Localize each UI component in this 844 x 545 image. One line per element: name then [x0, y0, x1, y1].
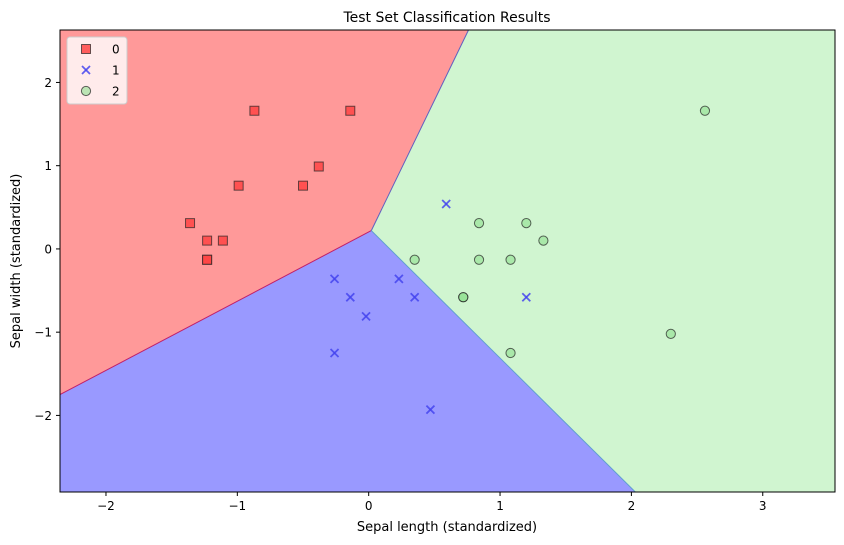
point-class-1: [441, 199, 451, 209]
point-class-0: [217, 235, 228, 246]
point-class-1: [521, 292, 531, 302]
y-tick-label: −1: [34, 326, 52, 340]
legend-marker-0: [81, 44, 91, 54]
x-tick-label: −2: [97, 499, 115, 513]
decision-regions: [59, 29, 835, 493]
y-axis-label: Sepal width (standardized): [9, 174, 24, 349]
x-axis-ticks: −2 −1 0 1 2 3: [97, 492, 767, 513]
point-class-0: [345, 105, 356, 116]
point-class-2: [665, 328, 676, 339]
y-tick-label: 1: [44, 159, 52, 173]
point-class-1: [361, 311, 371, 321]
x-tick-label: 0: [365, 499, 373, 513]
point-class-2: [473, 218, 485, 229]
point-class-2: [458, 292, 469, 303]
y-tick-label: 2: [44, 76, 52, 90]
point-class-0: [185, 218, 196, 229]
point-class-2: [505, 347, 516, 359]
point-class-2: [473, 254, 485, 265]
point-class-0: [298, 180, 309, 191]
axes-frame: [59, 29, 836, 493]
boundary-0-2: [370, 29, 469, 231]
point-class-0: [313, 161, 324, 172]
plot-area: [59, 29, 836, 493]
legend-label: 0: [112, 43, 120, 57]
legend-label: 1: [112, 64, 120, 78]
legend-items: 0 1 2: [80, 43, 120, 99]
point-class-2: [538, 235, 549, 246]
legend-marker-2: [80, 85, 92, 97]
point-class-1: [329, 348, 340, 358]
point-class-0: [202, 235, 213, 246]
point-class-1: [425, 404, 436, 415]
point-class-1: [345, 292, 355, 302]
region-class-2: [371, 30, 835, 492]
point-class-2: [409, 254, 420, 265]
point-class-1: [329, 274, 340, 284]
point-class-2: [521, 218, 532, 229]
y-tick-label: −2: [34, 409, 52, 423]
data-points: [185, 105, 711, 415]
x-tick-label: 1: [496, 499, 504, 513]
point-class-0: [202, 254, 213, 265]
x-axis-label: Sepal length (standardized): [357, 520, 537, 535]
y-tick-label: 0: [44, 242, 52, 256]
legend-label: 2: [112, 85, 120, 99]
region-class-1: [60, 230, 636, 492]
point-class-0: [233, 180, 244, 191]
legend-marker-1: [81, 65, 91, 75]
point-class-1: [394, 274, 404, 284]
boundary-0-1: [59, 230, 372, 396]
x-tick-label: −1: [228, 499, 246, 513]
x-tick-label: 3: [759, 499, 767, 513]
legend: 0 1 2: [66, 36, 128, 105]
point-class-1: [410, 292, 420, 302]
chart-title: Test Set Classification Results: [342, 10, 550, 26]
point-class-2: [699, 105, 711, 116]
x-tick-label: 2: [628, 499, 636, 513]
boundary-1-2: [370, 230, 636, 493]
point-class-2: [505, 254, 516, 265]
region-class-0: [60, 30, 469, 395]
point-class-0: [249, 105, 260, 116]
y-axis-ticks: −2 −1 0 1 2: [34, 76, 60, 423]
